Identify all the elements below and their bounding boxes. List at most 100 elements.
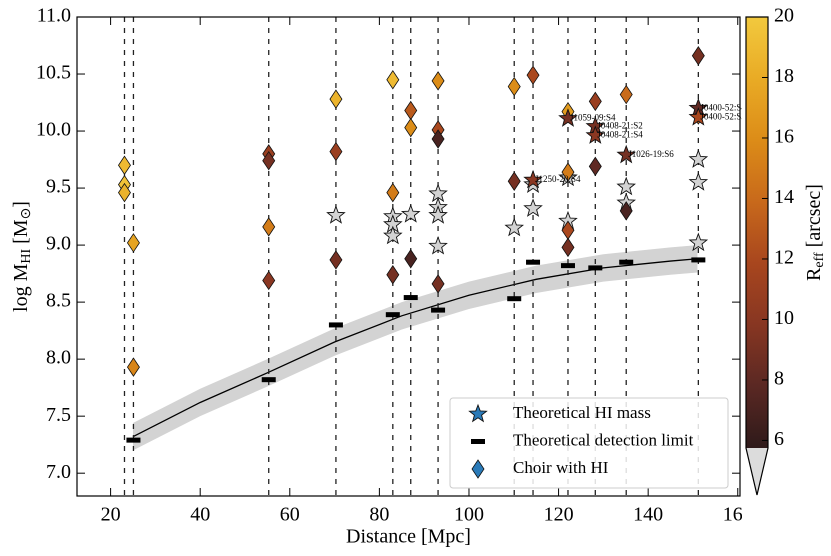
colorbar-tick-label: 8: [774, 368, 784, 390]
colorbar-tick-label: 20: [774, 5, 794, 27]
choir-diamond: [404, 117, 418, 138]
y-label-part: ⊙: [19, 208, 34, 220]
theoretical-star: [688, 232, 709, 252]
x-tick-label: 140: [633, 504, 663, 526]
star-label: J0400-52:S3: [700, 111, 746, 121]
theoretical-star: [326, 205, 346, 224]
legend-star: [468, 403, 488, 423]
colorbar-tick-label: 6: [774, 428, 784, 450]
detection-dash: [691, 257, 706, 263]
legend-label: Theoretical HI mass: [513, 403, 651, 422]
detection-dash: [385, 312, 400, 318]
x-tick-label: 40: [190, 504, 210, 526]
y-tick-label: 11.0: [37, 5, 71, 27]
star-label: J1026-19:S6: [628, 149, 674, 159]
star-label: J1250-20:S4: [535, 174, 581, 184]
detection-dash: [126, 437, 141, 443]
choir-diamond: [404, 249, 418, 269]
choir-diamond: [262, 150, 276, 171]
annotated-star: [523, 169, 543, 189]
detection-dash: [588, 265, 603, 271]
detection-dash: [619, 259, 634, 265]
choir-diamond: [431, 274, 445, 294]
choir-diamond: [561, 237, 575, 258]
detection-dash: [560, 263, 575, 269]
choir-diamond: [126, 233, 140, 253]
theoretical-star: [383, 225, 403, 245]
colorbar-label-part: eff: [812, 252, 827, 268]
choir-diamond: [262, 217, 276, 237]
y-label-part: log M: [10, 263, 32, 312]
choir-diamond: [588, 91, 602, 112]
choir-diamond: [507, 171, 521, 191]
choir-diamond: [619, 201, 633, 221]
detection-dash: [328, 322, 343, 328]
choir-diamond: [126, 357, 140, 377]
plot-frame: [76, 16, 741, 497]
y-tick-label: 10.0: [36, 119, 71, 141]
y-tick-label: 7.5: [46, 404, 71, 426]
choir-diamond: [329, 141, 343, 162]
x-tick-label: 20: [101, 504, 121, 526]
star-label: J0400-52:S4: [700, 102, 746, 112]
annotated-star: [585, 125, 606, 144]
x-tick-label: 100: [454, 504, 484, 526]
choir-diamond: [386, 182, 400, 203]
theoretical-star: [688, 172, 709, 191]
annotated-star: [688, 107, 709, 126]
y-tick-label: 10.5: [36, 62, 71, 84]
choir-diamond: [262, 270, 276, 291]
colorbar-tick-label: 16: [774, 126, 794, 148]
choir-diamond: [386, 70, 400, 90]
choir-diamond: [329, 89, 343, 109]
y-label-part: HI: [19, 249, 34, 264]
legend-label: Theoretical detection limit: [513, 430, 694, 449]
star-label: J0408-21:S4: [597, 130, 643, 140]
y-tick-label: 8.5: [46, 290, 71, 312]
colorbar-tick-label: 18: [774, 65, 794, 87]
choir-diamond: [386, 265, 400, 285]
legend-label: Choir with HI: [513, 458, 609, 477]
choir-diamond: [691, 46, 705, 66]
choir-diamond: [561, 162, 575, 182]
theoretical-star: [616, 176, 636, 196]
star-label: J1059-09:S4: [570, 113, 616, 123]
detection-dash: [403, 295, 418, 301]
theoretical-star: [504, 217, 525, 237]
theoretical-star: [400, 204, 421, 223]
colorbar: [746, 17, 768, 448]
choir-diamond: [507, 76, 521, 97]
choir-diamond: [118, 155, 131, 175]
colorbar-tick-label: 12: [774, 247, 794, 269]
choir-diamond: [526, 65, 540, 85]
theoretical-star: [523, 198, 543, 217]
y-tick-label: 7.0: [46, 461, 71, 483]
y-tick-label: 9.0: [46, 233, 71, 255]
colorbar-tick-label: 14: [774, 186, 794, 208]
choir-diamond: [329, 250, 343, 270]
theoretical-star: [428, 235, 448, 255]
choir-diamond: [431, 71, 445, 91]
choir-diamond: [588, 156, 602, 177]
y-tick-label: 8.0: [46, 347, 71, 369]
y-tick-label: 9.5: [46, 176, 71, 198]
y-label-part: ]: [10, 201, 32, 208]
uncertainty-band: [132, 245, 698, 451]
x-tick-label: 60: [280, 504, 300, 526]
legend-diamond: [471, 459, 485, 479]
detection-dash: [526, 259, 541, 265]
detection-dash: [261, 377, 276, 383]
theoretical-star: [688, 149, 709, 168]
colorbar-under: [746, 448, 768, 495]
colorbar-tick-label: 10: [774, 307, 794, 329]
x-axis-label: Distance [Mpc]: [346, 526, 471, 548]
annotated-star: [616, 144, 636, 164]
x-tick-label: 120: [544, 504, 574, 526]
y-axis-label: log MHI [M⊙]: [10, 201, 35, 312]
theoretical-star: [428, 205, 448, 224]
y-label-part: [M: [10, 219, 32, 249]
annotated-star: [558, 108, 578, 127]
star-label: J0408-21:S2: [597, 121, 643, 131]
legend-dash: [471, 439, 485, 444]
